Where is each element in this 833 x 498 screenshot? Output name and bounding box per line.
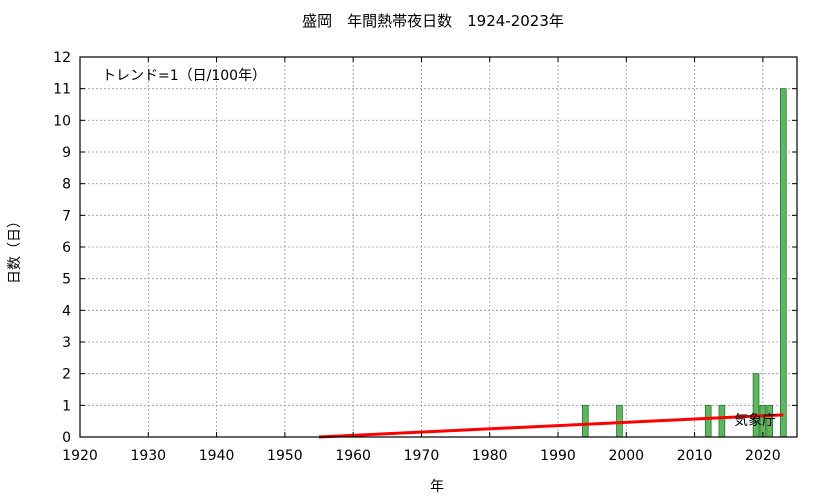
bar — [704, 404, 712, 438]
bar — [582, 404, 589, 438]
x-tick-label: 1940 — [199, 448, 235, 464]
y-tick-label: 5 — [62, 272, 71, 288]
bar — [780, 88, 787, 438]
chart-title: 盛岡 年間熱帯夜日数 1924-2023年 — [302, 12, 564, 30]
y-tick-label: 7 — [62, 208, 71, 224]
y-tick-label: 11 — [53, 82, 71, 98]
y-axis-label: 日数（日） — [7, 214, 23, 284]
x-tick-label: 1980 — [472, 448, 508, 464]
tick-marks — [79, 56, 797, 438]
y-tick-label: 4 — [62, 303, 71, 319]
y-tick-label: 8 — [62, 177, 71, 193]
bar — [718, 404, 726, 438]
x-tick-label: 1990 — [540, 448, 576, 464]
x-tick-label: 2000 — [608, 448, 644, 464]
y-tick-label: 10 — [53, 113, 71, 129]
x-tick-label: 1950 — [267, 448, 303, 464]
bars-group — [582, 88, 787, 438]
trend-label: トレンド=1（日/100年） — [102, 68, 266, 84]
x-axis-label: 年 — [430, 479, 444, 495]
y-tick-label: 12 — [53, 50, 71, 66]
trend-line — [318, 413, 784, 439]
x-tick-label: 1930 — [130, 448, 166, 464]
y-tick-label: 3 — [62, 335, 71, 351]
x-tick-label: 2010 — [677, 448, 713, 464]
y-tick-label: 2 — [62, 367, 71, 383]
x-tick-label: 1920 — [62, 448, 98, 464]
x-tick-label: 1960 — [335, 448, 371, 464]
x-tick-labels: 1920 1930 1940 1950 1960 1970 1980 1990 2000 2010… — [62, 448, 780, 464]
y-tick-label: 0 — [62, 430, 71, 446]
source-label: 気象庁 — [734, 413, 776, 429]
trend-line-group — [318, 413, 784, 439]
y-tick-label: 9 — [62, 145, 71, 161]
x-tick-label: 1970 — [404, 448, 440, 464]
grid-lines — [80, 57, 797, 437]
y-tick-label: 1 — [62, 398, 71, 414]
y-tick-label: 6 — [62, 240, 71, 256]
x-tick-label: 2020 — [745, 448, 781, 464]
